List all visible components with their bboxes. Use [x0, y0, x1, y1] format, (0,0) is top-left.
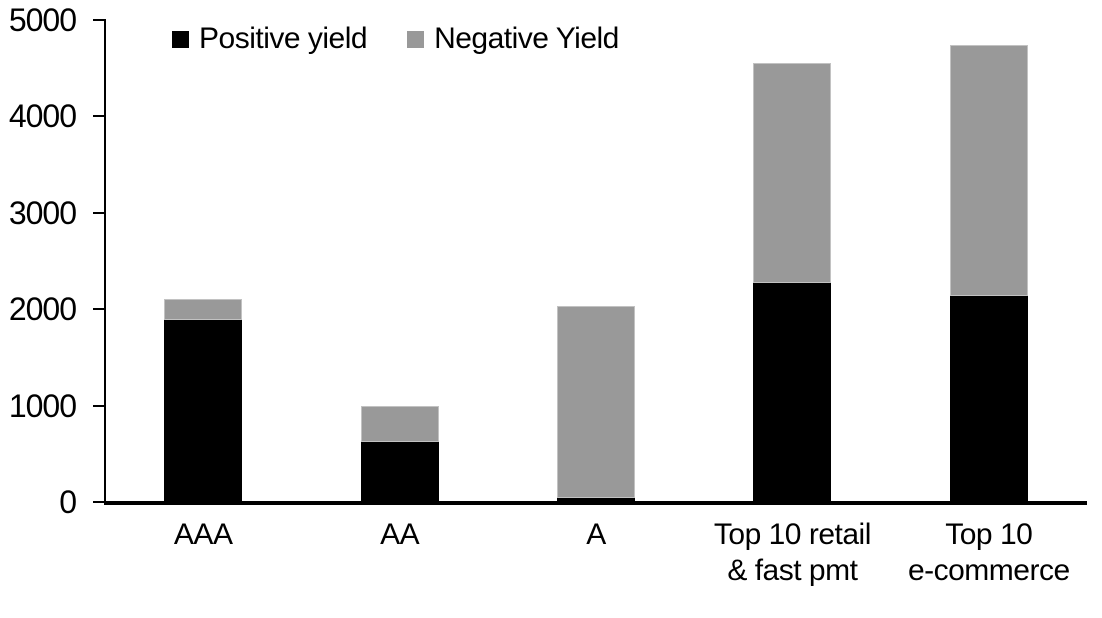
negative-yield-swatch-icon	[407, 30, 425, 48]
bar-segment-negative-AAA	[164, 298, 243, 320]
bar-segment-positive-A	[557, 498, 635, 502]
y-axis-tick	[93, 211, 105, 214]
legend-label-negative-yield: Negative Yield	[434, 22, 619, 55]
y-axis-tick-label: 2000	[8, 291, 77, 328]
y-axis-tick	[93, 19, 105, 21]
y-axis-tick	[93, 404, 105, 407]
x-axis-category-label: Top 10 e-commerce	[907, 518, 1070, 587]
x-axis-category-label: Top 10 retail & fast pmt	[713, 518, 871, 587]
x-axis-category-label: A	[586, 518, 606, 551]
legend: Positive yield Negative Yield	[172, 22, 619, 56]
y-axis-line	[104, 19, 106, 505]
y-axis-tick-label: 3000	[8, 194, 77, 231]
y-axis-tick	[93, 308, 105, 311]
bar-segment-negative-Top-10	[949, 45, 1028, 296]
bar-segment-positive-Top-10	[949, 295, 1028, 502]
y-axis-tick-label: 0	[59, 484, 77, 520]
x-axis-category-label: AAA	[173, 518, 233, 551]
y-axis-tick-label: 5000	[8, 2, 77, 38]
x-axis-category-label: AA	[380, 518, 420, 551]
bar-segment-negative-Top-10-retail	[753, 63, 832, 284]
bar-segment-positive-AA	[360, 442, 439, 502]
y-axis-tick	[93, 501, 105, 503]
y-axis-tick	[93, 115, 105, 118]
legend-label-positive-yield: Positive yield	[199, 22, 368, 55]
bar-segment-positive-Top-10-retail	[753, 283, 832, 502]
positive-yield-swatch-icon	[172, 30, 189, 48]
bar-segment-positive-AAA	[164, 319, 243, 502]
y-axis-tick-label: 4000	[8, 98, 77, 135]
bar-segment-negative-A	[557, 306, 635, 499]
legend-item-negative-yield: Negative Yield	[407, 22, 619, 56]
x-axis-line	[104, 501, 1087, 505]
y-axis-tick-label: 1000	[8, 387, 77, 424]
bar-segment-negative-AA	[360, 405, 439, 443]
legend-item-positive-yield: Positive yield	[172, 22, 368, 56]
